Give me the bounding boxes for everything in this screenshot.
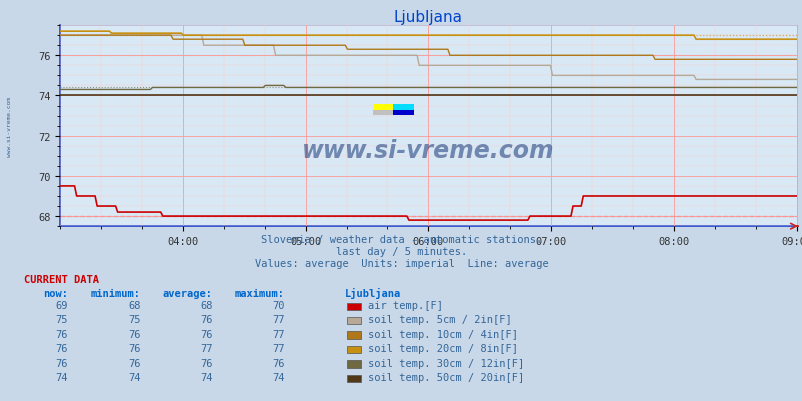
Text: 74: 74 (55, 372, 68, 382)
Text: 77: 77 (272, 314, 285, 324)
Text: Ljubljana: Ljubljana (345, 287, 401, 298)
Text: 76: 76 (55, 358, 68, 368)
Text: 76: 76 (272, 358, 285, 368)
Text: Values: average  Units: imperial  Line: average: Values: average Units: imperial Line: av… (254, 259, 548, 269)
Text: 77: 77 (200, 343, 213, 353)
Text: 70: 70 (272, 300, 285, 310)
Text: 77: 77 (272, 329, 285, 339)
Text: 76: 76 (200, 314, 213, 324)
Text: 76: 76 (128, 358, 140, 368)
Text: soil temp. 10cm / 4in[F]: soil temp. 10cm / 4in[F] (367, 329, 517, 339)
Text: 68: 68 (200, 300, 213, 310)
Text: 77: 77 (272, 343, 285, 353)
Text: 74: 74 (272, 372, 285, 382)
Text: air temp.[F]: air temp.[F] (367, 300, 442, 310)
Text: 76: 76 (128, 329, 140, 339)
Bar (373, 110, 393, 116)
Bar (393, 105, 413, 110)
Text: maximum:: maximum: (235, 288, 285, 298)
Title: Ljubljana: Ljubljana (394, 10, 462, 25)
Text: 74: 74 (128, 372, 140, 382)
Bar (393, 110, 413, 116)
Text: 74: 74 (200, 372, 213, 382)
Text: soil temp. 30cm / 12in[F]: soil temp. 30cm / 12in[F] (367, 358, 524, 368)
Text: soil temp. 50cm / 20in[F]: soil temp. 50cm / 20in[F] (367, 372, 524, 382)
Text: Slovenia / weather data - automatic stations.: Slovenia / weather data - automatic stat… (261, 235, 541, 245)
Text: last day / 5 minutes.: last day / 5 minutes. (335, 247, 467, 257)
Text: soil temp. 5cm / 2in[F]: soil temp. 5cm / 2in[F] (367, 314, 511, 324)
Text: www.si-vreme.com: www.si-vreme.com (7, 96, 12, 156)
Bar (373, 105, 393, 110)
Text: 75: 75 (55, 314, 68, 324)
Text: www.si-vreme.com: www.si-vreme.com (302, 138, 554, 162)
Text: minimum:: minimum: (91, 288, 140, 298)
Text: now:: now: (43, 288, 68, 298)
Text: soil temp. 20cm / 8in[F]: soil temp. 20cm / 8in[F] (367, 343, 517, 353)
Text: 76: 76 (200, 358, 213, 368)
Text: 76: 76 (128, 343, 140, 353)
Text: CURRENT DATA: CURRENT DATA (24, 275, 99, 285)
Text: 68: 68 (128, 300, 140, 310)
Text: 76: 76 (55, 329, 68, 339)
Text: average:: average: (163, 288, 213, 298)
Text: 76: 76 (55, 343, 68, 353)
Text: 75: 75 (128, 314, 140, 324)
Text: 76: 76 (200, 329, 213, 339)
Text: 69: 69 (55, 300, 68, 310)
